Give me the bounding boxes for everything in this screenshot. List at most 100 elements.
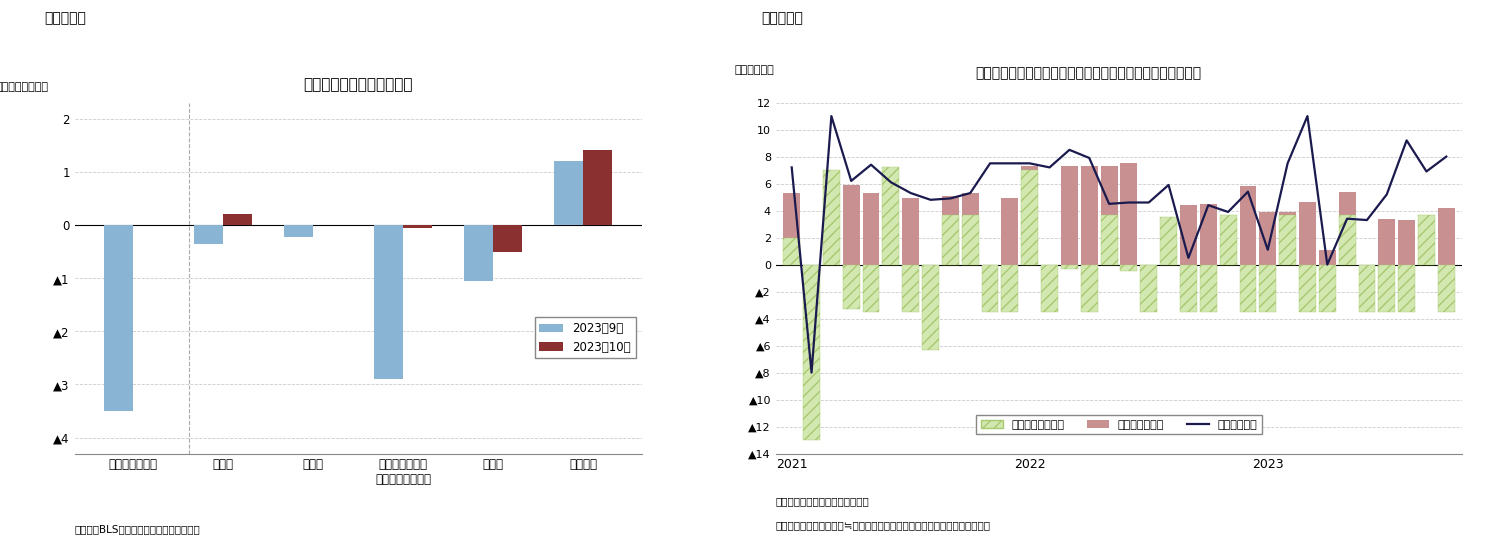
Bar	[1417, 214, 1435, 265]
Bar	[1041, 265, 1058, 312]
週当たり賃金	[1001, 160, 1019, 166]
週当たり賃金	[922, 197, 940, 203]
Bar	[554, 161, 583, 225]
Bar	[1140, 265, 1158, 312]
Bar	[285, 225, 313, 237]
Text: （注）前月比伸び率（年率換算）: （注）前月比伸び率（年率換算）	[776, 496, 870, 506]
Bar	[862, 265, 879, 312]
Text: （図表３）: （図表３）	[45, 11, 87, 25]
Bar	[803, 265, 821, 440]
週当たり賃金	[901, 190, 919, 196]
週当たり賃金	[1021, 160, 1038, 166]
Bar	[1300, 202, 1316, 265]
週当たり賃金	[1061, 146, 1079, 153]
週当たり賃金	[1417, 168, 1435, 174]
週当たり賃金	[1259, 246, 1277, 253]
Text: （資料）BLSよりニッセイ基礎研究所作成: （資料）BLSよりニッセイ基礎研究所作成	[75, 524, 200, 534]
Bar	[492, 225, 522, 252]
週当たり賃金	[1040, 164, 1058, 171]
Bar	[1279, 212, 1297, 265]
週当たり賃金	[843, 178, 861, 184]
Bar	[922, 265, 938, 350]
Bar	[583, 151, 612, 225]
Bar	[1379, 265, 1395, 312]
Bar	[1338, 214, 1356, 265]
Bar	[1001, 265, 1019, 312]
週当たり賃金	[1298, 113, 1316, 119]
Bar	[962, 193, 979, 265]
Bar	[224, 214, 252, 225]
週当たり賃金	[1338, 215, 1356, 222]
Bar	[1101, 166, 1118, 265]
Bar	[882, 167, 900, 265]
Bar	[1180, 265, 1197, 312]
Bar	[1279, 214, 1297, 265]
Bar	[843, 185, 859, 265]
Bar	[824, 181, 840, 265]
Bar	[104, 225, 133, 411]
Bar	[1022, 170, 1038, 265]
Bar	[1438, 265, 1455, 312]
Text: （前月差、万人）: （前月差、万人）	[0, 82, 48, 92]
Bar	[962, 214, 979, 265]
週当たり賃金	[1398, 137, 1416, 144]
Bar	[862, 193, 879, 265]
週当たり賃金	[822, 113, 840, 119]
Bar	[464, 225, 492, 281]
週当たり賃金	[1358, 217, 1376, 223]
Bar	[1319, 265, 1335, 312]
Bar	[1259, 212, 1276, 265]
週当たり賃金	[982, 160, 1000, 166]
Legend: 2023年9月, 2023年10月: 2023年9月, 2023年10月	[534, 317, 636, 359]
Bar	[882, 198, 900, 265]
週当たり賃金	[1180, 254, 1198, 261]
Bar	[941, 195, 959, 265]
Bar	[824, 170, 840, 265]
Bar	[1200, 204, 1216, 265]
Bar	[1180, 205, 1197, 265]
Bar	[843, 265, 859, 309]
Text: 週当たり賃金伸び率≒週当たり労働時間伸び率＋時間当たり賃金伸び率: 週当たり賃金伸び率≒週当たり労働時間伸び率＋時間当たり賃金伸び率	[776, 521, 991, 530]
週当たり賃金	[1437, 153, 1455, 160]
Bar	[1200, 265, 1216, 312]
週当たり賃金	[1159, 181, 1177, 188]
Bar	[982, 265, 998, 312]
Bar	[1379, 219, 1395, 265]
Bar	[1101, 214, 1118, 265]
Bar	[1061, 166, 1077, 265]
週当たり賃金	[1100, 200, 1118, 207]
Text: （図表４）: （図表４）	[761, 11, 803, 25]
週当たり賃金	[1377, 191, 1395, 198]
Bar	[1300, 265, 1316, 312]
Bar	[1240, 265, 1256, 312]
Bar	[1398, 265, 1414, 312]
週当たり賃金	[862, 161, 880, 168]
Bar	[1022, 166, 1038, 265]
Bar	[194, 225, 224, 244]
Bar	[1398, 220, 1414, 265]
Bar	[1219, 214, 1237, 265]
週当たり賃金	[1319, 261, 1337, 268]
Bar	[783, 193, 800, 265]
週当たり賃金	[961, 190, 979, 196]
Line: 週当たり賃金: 週当たり賃金	[792, 116, 1446, 373]
週当たり賃金	[1238, 188, 1256, 195]
Bar	[1438, 208, 1455, 265]
Bar	[1061, 265, 1077, 268]
Bar	[1319, 249, 1335, 265]
週当たり賃金	[1120, 199, 1138, 206]
Bar	[1161, 217, 1177, 265]
週当たり賃金	[941, 195, 959, 201]
週当たり賃金	[1200, 202, 1217, 208]
Legend: 週当たり労働時間, 時間当たり賃金, 週当たり賃金: 週当たり労働時間, 時間当たり賃金, 週当たり賃金	[976, 415, 1262, 434]
Bar	[1338, 192, 1356, 265]
Bar	[941, 214, 959, 265]
Bar	[1120, 163, 1137, 265]
Bar	[1240, 186, 1256, 265]
Bar	[1080, 166, 1098, 265]
Bar	[1001, 198, 1019, 265]
Bar	[374, 225, 403, 379]
Bar	[1259, 265, 1276, 312]
Bar	[903, 198, 919, 265]
週当たり賃金	[1219, 208, 1237, 215]
